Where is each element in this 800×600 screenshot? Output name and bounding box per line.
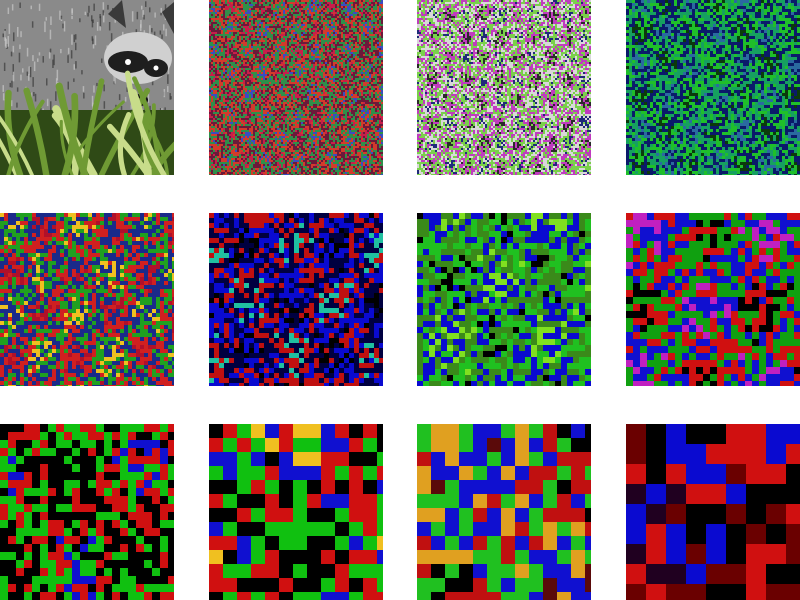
panel-feature-map-3 (417, 0, 591, 175)
panel-feature-map-4 (626, 0, 800, 175)
panel-feature-map-7 (417, 213, 591, 386)
panel-7-canvas (417, 213, 591, 386)
panel-10-canvas (209, 424, 383, 600)
panel-feature-map-9 (0, 424, 174, 600)
panel-8-canvas (626, 213, 800, 386)
panel-6-canvas (209, 213, 383, 386)
panel-11-canvas (417, 424, 591, 600)
panel-feature-map-11 (417, 424, 591, 600)
panel-5-canvas (0, 213, 174, 386)
panel-raccoon-photo (0, 0, 174, 175)
panel-feature-map-2 (209, 0, 383, 175)
panel-feature-map-5 (0, 213, 174, 386)
panel-9-canvas (0, 424, 174, 600)
panel-feature-map-10 (209, 424, 383, 600)
panel-3-canvas (417, 0, 591, 175)
panel-2-canvas (209, 0, 383, 175)
panel-4-canvas (626, 0, 800, 175)
panel-12-canvas (626, 424, 800, 600)
panel-feature-map-6 (209, 213, 383, 386)
panel-feature-map-12 (626, 424, 800, 600)
panel-1-canvas (0, 0, 174, 175)
panel-feature-map-8 (626, 213, 800, 386)
